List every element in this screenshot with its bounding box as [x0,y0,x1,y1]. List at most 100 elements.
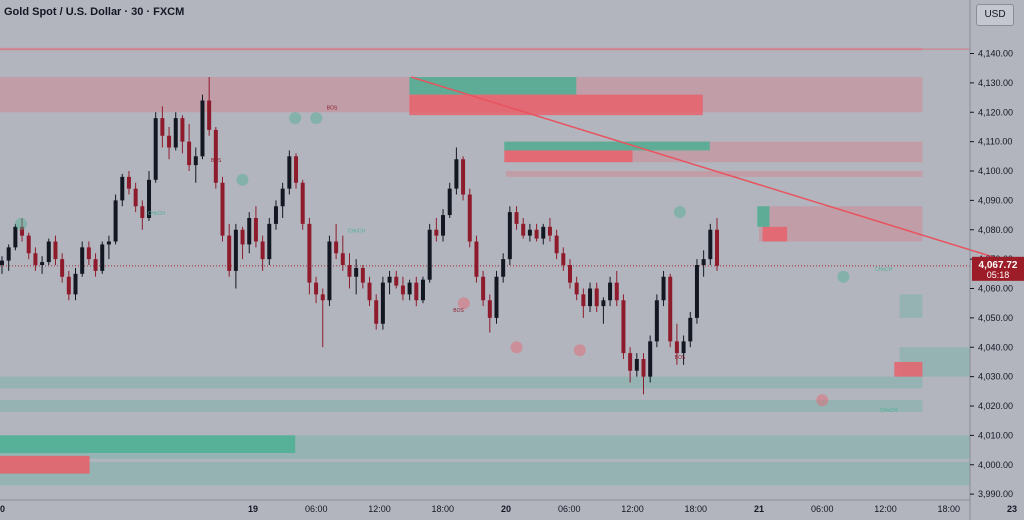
candle-body [387,276,392,283]
structure-label-layer: CHoCH BOS BOS CHoCH BOS BOS CHoCH CHoCH [15,105,898,414]
candle-body [541,226,546,239]
supply-block [894,361,923,377]
pivot-low-marker [457,297,470,310]
candle-body [113,200,118,242]
candle-body [481,276,486,301]
structure-label: BOS [453,308,464,314]
candle-body [220,182,225,236]
price-tick-label: 4,000.00 [978,460,1013,470]
pivot-low-marker [573,344,586,357]
candle-body [628,353,633,371]
price-tick-label: 4,020.00 [978,401,1013,411]
symbol-title: Gold Spot / U.S. Dollar · 30 · FXCM [4,6,185,18]
candle-body [715,229,719,266]
candle-body [561,253,566,265]
candle-body [648,341,653,377]
candle-body [307,223,312,283]
candle-body [213,129,218,183]
candle-body [180,118,185,142]
candle-body [554,235,559,254]
candle-body [501,259,506,277]
candle-body [227,235,232,271]
time-axis: 00 19 06:00 12:00 18:00 20 06:00 12:00 18:00 21 06… [0,499,1017,514]
pivot-high-marker [673,206,686,219]
candle-body [60,259,65,277]
price-axis: 3,990.00 4,000.00 4,010.00 4,020.00 4,030.00… [969,0,1013,520]
candle-body [267,223,272,260]
candle-body [461,159,466,195]
candle-body [0,260,4,265]
price-tick-label: 4,130.00 [978,78,1013,88]
price-tick-label: 3,990.00 [978,489,1013,499]
candle-body [668,276,673,342]
candle-body [447,188,452,216]
candle-body [26,235,31,254]
candle-body [86,247,91,260]
candle-body [100,244,105,271]
time-tick-label: 12:00 [874,504,897,514]
price-tick-label: 4,110.00 [978,137,1012,147]
candle-body [53,241,58,260]
time-tick-label: 21 [754,504,764,514]
price-tick-label: 4,030.00 [978,372,1013,382]
candle-body [13,226,18,248]
candle-body [701,259,706,265]
candle-body [33,253,38,265]
candle-body [588,288,593,307]
candle-body [434,229,439,236]
price-tick-label: 4,050.00 [978,313,1013,323]
trendline [410,76,1020,266]
candle-body [467,194,472,242]
candle-body [320,294,325,301]
candle-body [574,282,579,295]
candle-body [347,265,352,277]
candle-body [567,265,572,283]
candle-body [494,276,499,318]
candle-body [133,188,138,207]
candle-body [106,241,111,245]
candle-body [294,156,299,183]
candle-body [147,179,152,218]
candle-body [160,118,165,136]
candle-body [46,241,51,263]
candle-body [514,212,519,224]
candle-body [300,182,305,224]
candle-body [367,282,372,301]
candle-body [20,226,25,236]
candle-body [654,300,659,342]
candle-body [380,282,385,324]
candle-body [708,229,713,260]
demand-zone [0,461,970,486]
candle-body [260,241,265,260]
candle-body [614,282,619,301]
countdown-label: 05:18 [987,270,1010,280]
candle-body [314,282,319,295]
candle-body [253,218,258,242]
price-tick-label: 4,090.00 [978,195,1013,205]
candle-body [694,265,699,318]
demand-block [0,435,296,453]
candle-body [140,206,145,218]
trendline-layer [410,76,1020,266]
pivot-high-marker [837,270,850,283]
demand-zone [0,400,923,412]
last-price-label: 4,067.72 [979,260,1018,271]
candle-body [66,276,71,295]
candle-body [594,288,599,307]
structure-label: CHoCH [875,267,893,273]
candle-body [414,282,419,301]
candle-body [287,156,292,189]
demand-block [409,77,577,95]
candle-body [80,247,85,274]
price-tick-label: 4,040.00 [978,342,1013,352]
candle-body [6,247,11,261]
price-tick-label: 4,100.00 [978,166,1013,176]
candle-layer [0,77,719,395]
currency-button[interactable]: USD [976,4,1014,26]
candle-body [120,176,125,201]
candle-body [427,229,432,280]
candle-body [273,206,278,224]
structure-label: CHoCH [148,211,166,217]
price-tick-label: 4,120.00 [978,107,1013,117]
